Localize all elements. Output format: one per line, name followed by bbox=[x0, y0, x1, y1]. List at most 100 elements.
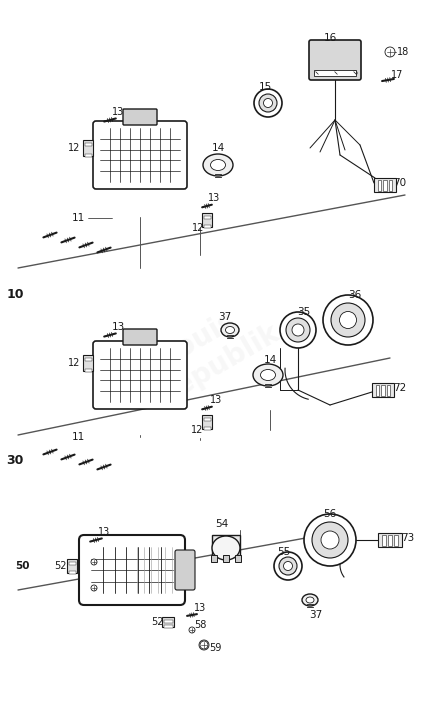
FancyBboxPatch shape bbox=[175, 550, 195, 590]
Bar bbox=[162, 617, 174, 627]
Circle shape bbox=[200, 641, 208, 649]
Text: 13: 13 bbox=[112, 107, 124, 117]
Circle shape bbox=[340, 312, 357, 329]
Bar bbox=[372, 383, 394, 397]
Ellipse shape bbox=[212, 536, 240, 560]
Text: 30: 30 bbox=[6, 453, 24, 466]
Bar bbox=[383, 180, 387, 190]
Circle shape bbox=[199, 640, 209, 650]
Circle shape bbox=[321, 531, 339, 549]
Text: louis
Republik: louis Republik bbox=[135, 289, 285, 411]
Bar bbox=[203, 216, 211, 219]
Text: 12: 12 bbox=[68, 143, 80, 153]
Bar bbox=[203, 427, 211, 430]
Circle shape bbox=[91, 585, 97, 591]
Circle shape bbox=[284, 562, 292, 570]
Text: 13: 13 bbox=[98, 527, 110, 537]
Ellipse shape bbox=[306, 597, 314, 603]
Bar bbox=[212, 535, 240, 557]
Text: 18: 18 bbox=[397, 47, 409, 57]
Text: 58: 58 bbox=[194, 620, 206, 630]
FancyBboxPatch shape bbox=[93, 121, 187, 189]
Circle shape bbox=[254, 89, 282, 117]
Bar bbox=[382, 535, 386, 545]
Text: 11: 11 bbox=[71, 432, 85, 442]
Text: 13: 13 bbox=[111, 322, 124, 332]
Circle shape bbox=[292, 324, 304, 336]
Ellipse shape bbox=[260, 369, 276, 381]
FancyBboxPatch shape bbox=[123, 329, 157, 345]
Circle shape bbox=[91, 559, 97, 565]
Text: 15: 15 bbox=[258, 82, 272, 92]
Text: 73: 73 bbox=[401, 533, 415, 543]
Bar bbox=[202, 415, 212, 429]
Bar bbox=[378, 533, 402, 547]
Circle shape bbox=[304, 514, 356, 566]
Circle shape bbox=[334, 71, 338, 75]
Bar bbox=[374, 178, 396, 192]
Bar bbox=[67, 559, 77, 573]
Ellipse shape bbox=[221, 323, 239, 337]
Text: 12: 12 bbox=[191, 425, 203, 435]
Circle shape bbox=[312, 522, 348, 558]
Circle shape bbox=[279, 557, 297, 575]
Bar bbox=[235, 555, 241, 562]
Text: 12: 12 bbox=[192, 223, 204, 233]
Text: 13: 13 bbox=[208, 193, 220, 203]
FancyBboxPatch shape bbox=[123, 109, 157, 125]
Bar bbox=[378, 180, 381, 190]
Ellipse shape bbox=[225, 327, 235, 334]
Bar bbox=[83, 355, 93, 371]
Text: 13: 13 bbox=[210, 395, 222, 405]
Bar bbox=[84, 358, 92, 361]
Bar bbox=[389, 180, 392, 190]
Bar bbox=[203, 225, 211, 228]
Bar bbox=[211, 555, 217, 562]
Circle shape bbox=[189, 627, 195, 633]
Ellipse shape bbox=[302, 594, 318, 606]
Bar bbox=[83, 140, 93, 156]
Bar bbox=[381, 384, 384, 396]
Text: 56: 56 bbox=[323, 509, 337, 519]
Circle shape bbox=[353, 71, 357, 75]
Bar bbox=[202, 213, 212, 227]
Bar bbox=[84, 369, 92, 372]
Bar bbox=[394, 535, 398, 545]
Text: 50: 50 bbox=[15, 561, 29, 571]
Circle shape bbox=[263, 98, 273, 108]
Bar bbox=[314, 70, 356, 76]
Circle shape bbox=[280, 312, 316, 348]
Text: 35: 35 bbox=[298, 307, 311, 317]
Circle shape bbox=[315, 71, 319, 75]
FancyBboxPatch shape bbox=[79, 535, 185, 605]
Text: 59: 59 bbox=[209, 643, 221, 653]
Bar bbox=[84, 143, 92, 146]
Bar bbox=[68, 571, 76, 574]
Bar bbox=[387, 384, 390, 396]
Text: 70: 70 bbox=[393, 178, 406, 188]
Circle shape bbox=[274, 552, 302, 580]
Bar bbox=[388, 535, 392, 545]
Bar bbox=[68, 562, 76, 565]
Text: 36: 36 bbox=[349, 290, 362, 300]
Text: 14: 14 bbox=[263, 355, 277, 365]
Text: 14: 14 bbox=[211, 143, 225, 153]
FancyBboxPatch shape bbox=[93, 341, 187, 409]
Text: 52: 52 bbox=[151, 617, 163, 627]
Ellipse shape bbox=[211, 160, 225, 170]
Circle shape bbox=[323, 295, 373, 345]
Circle shape bbox=[259, 94, 277, 112]
FancyBboxPatch shape bbox=[309, 40, 361, 80]
Ellipse shape bbox=[253, 364, 283, 386]
Bar bbox=[203, 418, 211, 421]
Text: 12: 12 bbox=[68, 358, 80, 368]
Bar bbox=[376, 384, 379, 396]
Text: 13: 13 bbox=[194, 603, 206, 613]
Text: 54: 54 bbox=[215, 519, 229, 529]
Text: 37: 37 bbox=[309, 610, 323, 620]
Text: 11: 11 bbox=[71, 213, 85, 223]
Text: 17: 17 bbox=[391, 70, 403, 80]
Circle shape bbox=[286, 318, 310, 342]
Text: 10: 10 bbox=[6, 289, 24, 302]
Bar bbox=[163, 625, 173, 628]
